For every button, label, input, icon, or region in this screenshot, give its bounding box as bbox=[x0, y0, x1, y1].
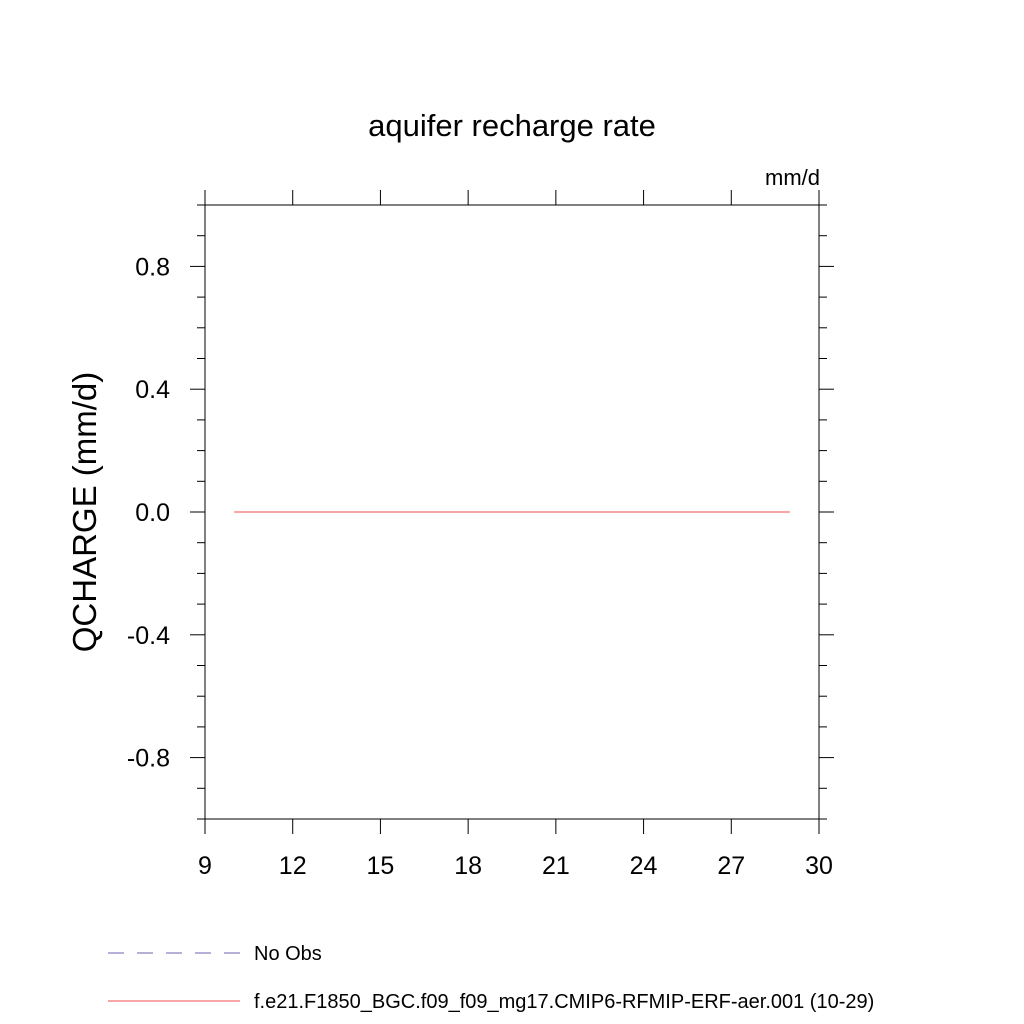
legend-label-1: f.e21.F1850_BGC.f09_f09_mg17.CMIP6-RFMIP… bbox=[254, 991, 874, 1013]
x-tick-label: 9 bbox=[198, 852, 212, 880]
x-tick-label: 21 bbox=[542, 852, 570, 880]
axis-tick-labels: 9 12 15 18 21 24 27 30 -0.8 -0.4 0.0 0.4 0.8 bbox=[127, 253, 833, 880]
y-tick-label: 0.0 bbox=[135, 499, 170, 527]
x-tick-label: 27 bbox=[717, 852, 745, 880]
x-tick-label: 12 bbox=[279, 852, 307, 880]
chart-title: aquifer recharge rate bbox=[368, 108, 656, 143]
x-tick-label: 18 bbox=[454, 852, 482, 880]
y-tick-label: -0.4 bbox=[127, 622, 170, 650]
x-tick-label: 24 bbox=[630, 852, 658, 880]
y-axis-label: QCHARGE (mm/d) bbox=[66, 372, 103, 653]
axis-ticks bbox=[190, 190, 834, 834]
y-tick-label: 0.4 bbox=[135, 376, 170, 404]
y-tick-label: -0.8 bbox=[127, 745, 170, 773]
x-tick-label: 30 bbox=[805, 852, 833, 880]
legend-label-0: No Obs bbox=[254, 943, 322, 965]
y-tick-label: 0.8 bbox=[135, 253, 170, 281]
legend: No Obs f.e21.F1850_BGC.f09_f09_mg17.CMIP6… bbox=[108, 943, 874, 1013]
x-tick-label: 15 bbox=[367, 852, 395, 880]
units-label: mm/d bbox=[765, 165, 820, 190]
